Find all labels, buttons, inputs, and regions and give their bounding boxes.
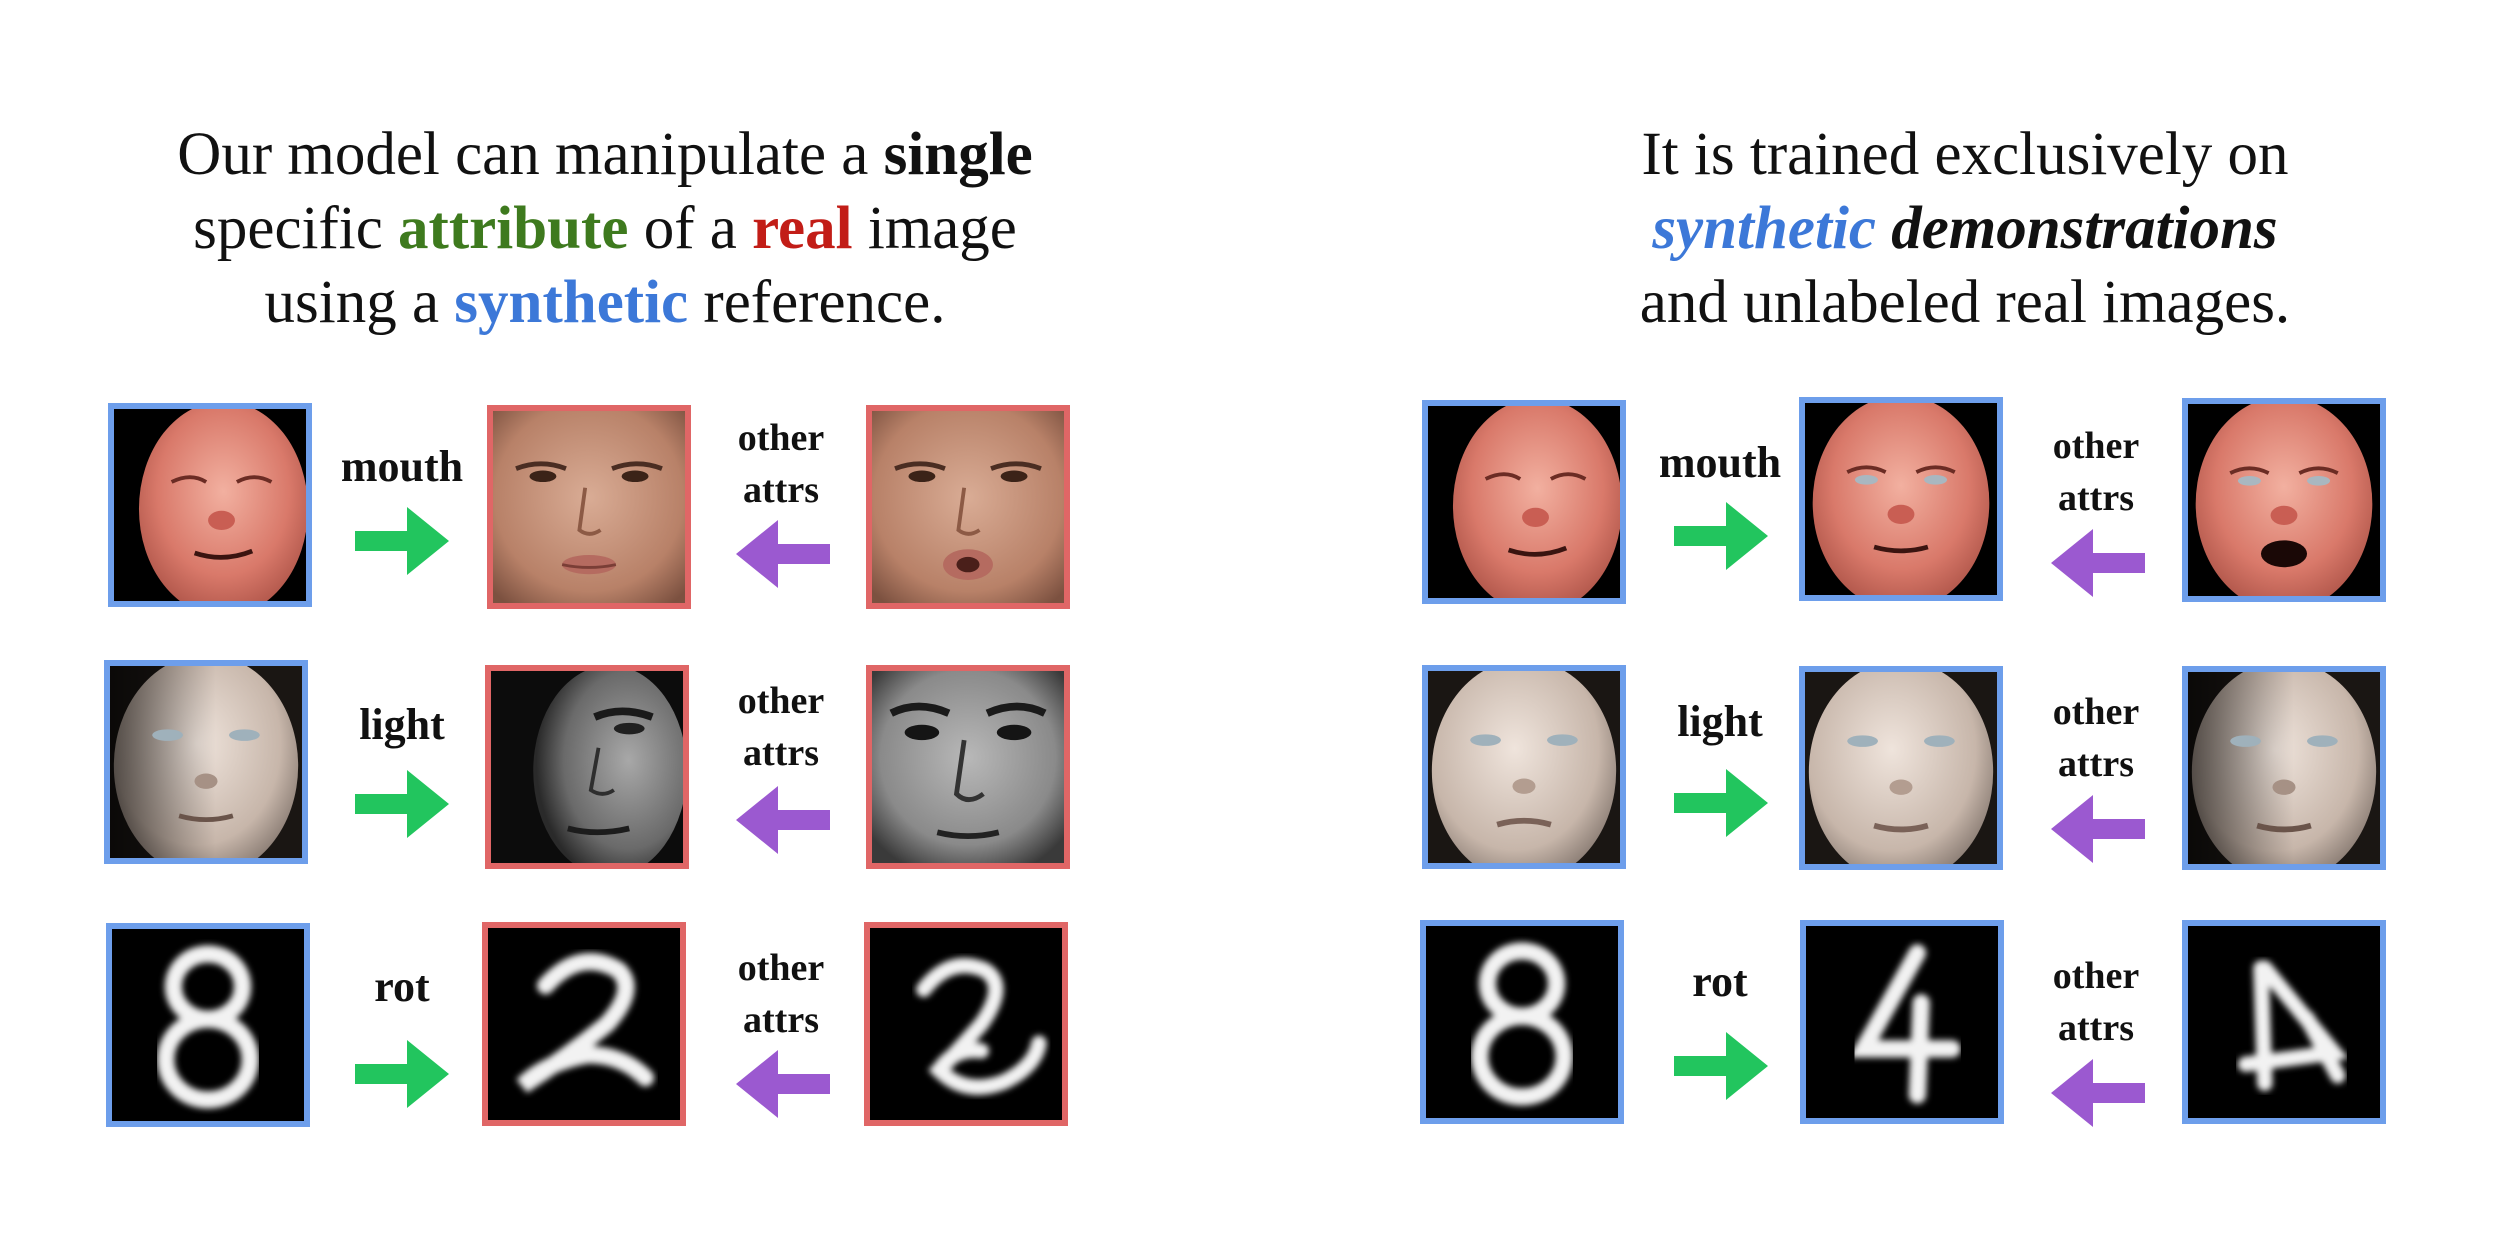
caption-text: image bbox=[852, 195, 1017, 262]
right-caption: It is trained exclusively on synthetic d… bbox=[1250, 118, 2500, 340]
arrow-left-icon bbox=[735, 518, 830, 590]
synthetic-reference-face bbox=[1422, 665, 1626, 869]
real-edited-digit bbox=[482, 922, 686, 1126]
real-source-digit bbox=[864, 922, 1068, 1126]
other-attrs-label: other attrs bbox=[696, 942, 866, 1046]
attribute-label: mouth bbox=[340, 442, 464, 491]
attribute-label: light bbox=[1677, 697, 1763, 746]
arrow-left-icon bbox=[735, 784, 830, 856]
left-panel: Our model can manipulate a single specif… bbox=[0, 118, 1210, 1127]
other-attrs-line1: other bbox=[2052, 425, 2140, 467]
real-edited-face bbox=[487, 405, 691, 609]
attribute-label: rot bbox=[374, 962, 430, 1011]
other-attrs-line2: attrs bbox=[2058, 743, 2134, 785]
caption-synthetic: synthetic bbox=[454, 269, 689, 336]
other-attrs-label: other attrs bbox=[696, 412, 866, 516]
caption-text: and unlabeled real images. bbox=[1639, 269, 2291, 336]
synthetic-source-face bbox=[2182, 398, 2386, 602]
attribute-label: light bbox=[359, 700, 445, 749]
other-attrs-line2: attrs bbox=[2058, 1007, 2134, 1049]
attribute-label: mouth bbox=[1658, 438, 1782, 487]
left-caption: Our model can manipulate a single specif… bbox=[0, 118, 1210, 340]
arrow-right-icon bbox=[1674, 767, 1769, 839]
arrow-right-icon bbox=[355, 1038, 450, 1110]
other-attrs-label: other attrs bbox=[2011, 420, 2181, 524]
arrow-left-icon bbox=[2050, 527, 2145, 599]
arrow-right-icon bbox=[355, 505, 450, 577]
synthetic-source-face bbox=[2182, 666, 2386, 870]
caption-demonstrations: demonstrations bbox=[1891, 195, 2278, 262]
caption-text: reference. bbox=[688, 269, 946, 336]
real-source-face bbox=[866, 405, 1070, 609]
other-attrs-line1: other bbox=[2052, 691, 2140, 733]
synthetic-edited-digit bbox=[1800, 920, 2004, 1124]
caption-text: Our model can manipulate a bbox=[177, 121, 884, 188]
caption-text: It is trained exclusively on bbox=[1641, 121, 2289, 188]
synthetic-edited-face bbox=[1799, 666, 2003, 870]
real-edited-face bbox=[485, 665, 689, 869]
other-attrs-line1: other bbox=[2052, 955, 2140, 997]
attribute-label: rot bbox=[1692, 957, 1748, 1006]
synthetic-edited-face bbox=[1799, 397, 2003, 601]
arrow-left-icon bbox=[2050, 793, 2145, 865]
caption-text: specific bbox=[193, 195, 399, 262]
other-attrs-line1: other bbox=[737, 947, 825, 989]
other-attrs-line2: attrs bbox=[743, 469, 819, 511]
synthetic-reference-digit bbox=[1420, 920, 1624, 1124]
synthetic-reference-face bbox=[108, 403, 312, 607]
caption-text: using a bbox=[264, 269, 455, 336]
other-attrs-label: other attrs bbox=[2011, 686, 2181, 790]
caption-synthetic: synthetic bbox=[1652, 195, 1876, 262]
other-attrs-line2: attrs bbox=[743, 999, 819, 1041]
synthetic-reference-face bbox=[1422, 400, 1626, 604]
caption-single: single bbox=[883, 121, 1033, 188]
other-attrs-label: other attrs bbox=[696, 675, 866, 779]
synthetic-reference-digit bbox=[106, 923, 310, 1127]
synthetic-source-digit bbox=[2182, 920, 2386, 1124]
right-panel: It is trained exclusively on synthetic d… bbox=[1250, 0, 2500, 1238]
arrow-left-icon bbox=[2050, 1057, 2145, 1129]
caption-attribute: attribute bbox=[398, 195, 629, 262]
other-attrs-line2: attrs bbox=[743, 732, 819, 774]
caption-space bbox=[1876, 195, 1891, 262]
caption-real: real bbox=[752, 195, 853, 262]
synthetic-reference-face bbox=[104, 660, 308, 864]
arrow-right-icon bbox=[1674, 500, 1769, 572]
arrow-right-icon bbox=[1674, 1030, 1769, 1102]
arrow-right-icon bbox=[355, 768, 450, 840]
arrow-left-icon bbox=[735, 1048, 830, 1120]
other-attrs-line1: other bbox=[737, 680, 825, 722]
caption-text: of a bbox=[628, 195, 753, 262]
real-source-face bbox=[866, 665, 1070, 869]
other-attrs-label: other attrs bbox=[2011, 950, 2181, 1054]
other-attrs-line1: other bbox=[737, 417, 825, 459]
other-attrs-line2: attrs bbox=[2058, 477, 2134, 519]
